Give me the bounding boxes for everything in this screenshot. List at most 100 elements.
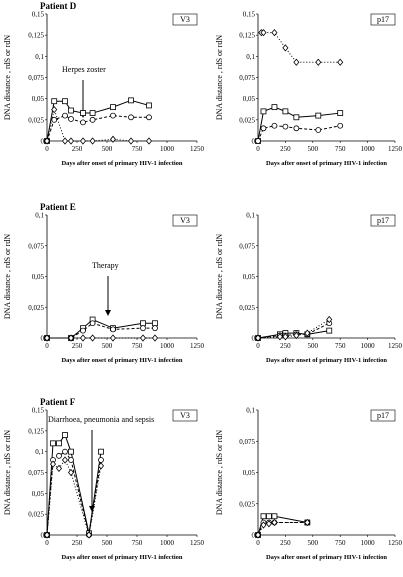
x-tick-label: 250 [280, 145, 291, 153]
x-axis-label: Days after onset of primary HIV-1 infect… [266, 357, 387, 364]
marker [152, 320, 158, 327]
marker [304, 518, 311, 527]
marker [62, 98, 68, 105]
marker [98, 457, 104, 463]
marker [51, 116, 58, 123]
x-tick-label: 1000 [361, 342, 376, 350]
x-tick-label: 250 [280, 342, 291, 350]
x-tick-label: 1250 [190, 145, 205, 153]
marker [255, 138, 261, 144]
marker [68, 116, 74, 122]
marker [337, 110, 344, 116]
marker [89, 110, 96, 116]
marker [62, 432, 68, 438]
y-axis-label: DNA distance , rdS or rdN [215, 430, 224, 516]
marker [85, 531, 93, 539]
marker [98, 448, 104, 455]
marker [80, 110, 86, 116]
y-tick-label: 0,075 [239, 242, 255, 250]
marker [260, 521, 267, 529]
marker [89, 137, 96, 145]
marker [282, 44, 289, 52]
panel-label-box [172, 13, 198, 26]
y-tick-label: 0,15 [243, 11, 256, 19]
x-tick-label: 500 [102, 145, 113, 153]
x-tick-label: 500 [308, 342, 319, 350]
panel-title: Patient F [40, 397, 76, 407]
x-tick-label: 750 [335, 145, 346, 153]
x-tick-label: 250 [72, 145, 83, 153]
marker [89, 116, 96, 123]
y-tick-label: 0,05 [32, 490, 45, 498]
marker [127, 137, 135, 145]
marker [145, 137, 153, 145]
y-axis-label: DNA distance , rdS or rdN [3, 430, 12, 516]
marker [315, 58, 322, 66]
annotation: Therapy [92, 261, 119, 270]
x-tick-label: 0 [256, 145, 260, 153]
series-line [46, 115, 149, 142]
y-tick-label: 0 [252, 335, 256, 343]
marker [43, 137, 51, 145]
marker [304, 329, 311, 337]
arrow-head [105, 310, 111, 316]
y-tick-label: 0 [252, 138, 256, 146]
y-tick-label: 0 [252, 532, 256, 540]
y-tick-label: 0,075 [28, 242, 44, 250]
panel-label: p17 [377, 411, 389, 420]
x-tick-label: 1000 [160, 539, 175, 547]
marker [271, 104, 278, 111]
panel-label-box [370, 409, 396, 422]
x-tick-label: 1250 [388, 342, 403, 350]
panel-label: p17 [377, 216, 389, 225]
marker [139, 334, 147, 342]
marker [109, 135, 117, 143]
series-line [46, 99, 150, 142]
y-tick-label: 0,025 [28, 511, 44, 519]
panel-title: Patient E [40, 202, 76, 212]
marker [271, 518, 278, 527]
marker [326, 327, 333, 334]
marker [260, 29, 267, 37]
marker [293, 125, 300, 132]
panel-title: Patient D [40, 1, 77, 11]
marker [80, 327, 86, 334]
marker [62, 112, 68, 119]
marker [265, 520, 272, 528]
y-tick-label: 0,025 [239, 116, 255, 124]
x-tick-label: 250 [72, 539, 83, 547]
marker [51, 98, 58, 105]
marker [62, 448, 68, 455]
y-tick-label: 0,075 [28, 74, 44, 82]
marker [97, 462, 105, 470]
panel-label: V3 [180, 15, 190, 24]
panel-label: V3 [180, 411, 190, 420]
marker [337, 58, 344, 66]
y-tick-label: 0,025 [239, 500, 255, 508]
marker [260, 513, 267, 520]
marker [110, 104, 116, 111]
marker [271, 29, 278, 37]
marker [151, 334, 159, 342]
x-tick-label: 250 [280, 539, 291, 547]
marker [89, 320, 96, 327]
marker [146, 114, 152, 121]
marker [109, 334, 117, 342]
marker [68, 457, 74, 463]
y-axis-label: DNA distance , rdS or rdN [215, 35, 224, 121]
y-tick-label: 0,125 [239, 32, 255, 40]
y-tick-label: 0 [41, 138, 45, 146]
x-tick-label: 250 [72, 342, 83, 350]
marker [128, 97, 134, 104]
marker [128, 114, 134, 121]
x-tick-label: 500 [102, 342, 113, 350]
series-line [257, 319, 330, 339]
y-tick-label: 0,025 [28, 116, 44, 124]
y-tick-label: 0,05 [243, 95, 256, 103]
x-tick-label: 1250 [190, 539, 205, 547]
panel-label: V3 [180, 216, 190, 225]
x-tick-label: 1250 [388, 539, 403, 547]
marker [68, 107, 74, 114]
marker [51, 106, 58, 114]
